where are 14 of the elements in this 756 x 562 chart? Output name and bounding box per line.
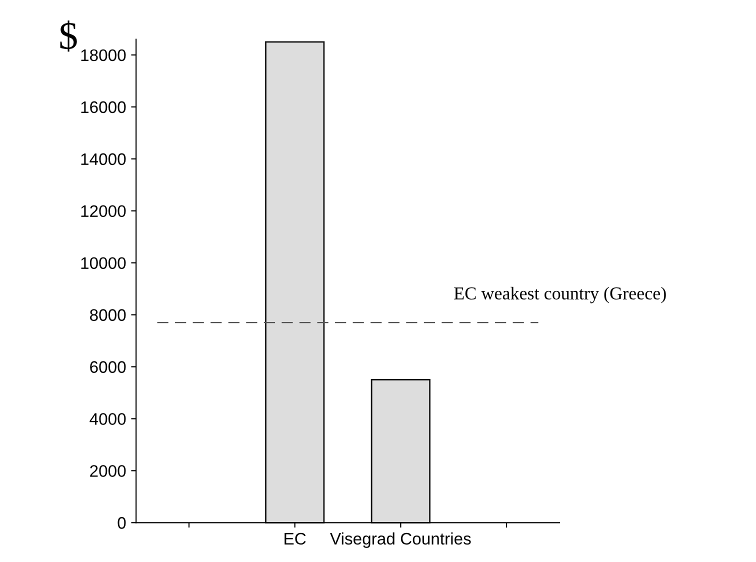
y-tick-label: 14000 (81, 153, 126, 166)
x-tick-label: Visegrad Countries (330, 532, 471, 548)
y-tick-label: 16000 (81, 101, 126, 114)
y-tick-label: 0 (118, 517, 126, 529)
y-tick-label: 4000 (90, 413, 126, 425)
y-tick-label: 18000 (81, 49, 126, 62)
y-axis-title: $ (60, 20, 77, 52)
ref-line-label: EC weakest country (Greece) (454, 286, 666, 304)
y-tick-label: 10000 (81, 257, 126, 270)
y-tick-label: 6000 (90, 361, 126, 373)
y-tick-label: 8000 (90, 309, 126, 321)
y-tick-label: 2000 (90, 465, 126, 477)
x-tick-label: EC (284, 532, 306, 545)
y-tick-label: 12000 (81, 205, 126, 218)
